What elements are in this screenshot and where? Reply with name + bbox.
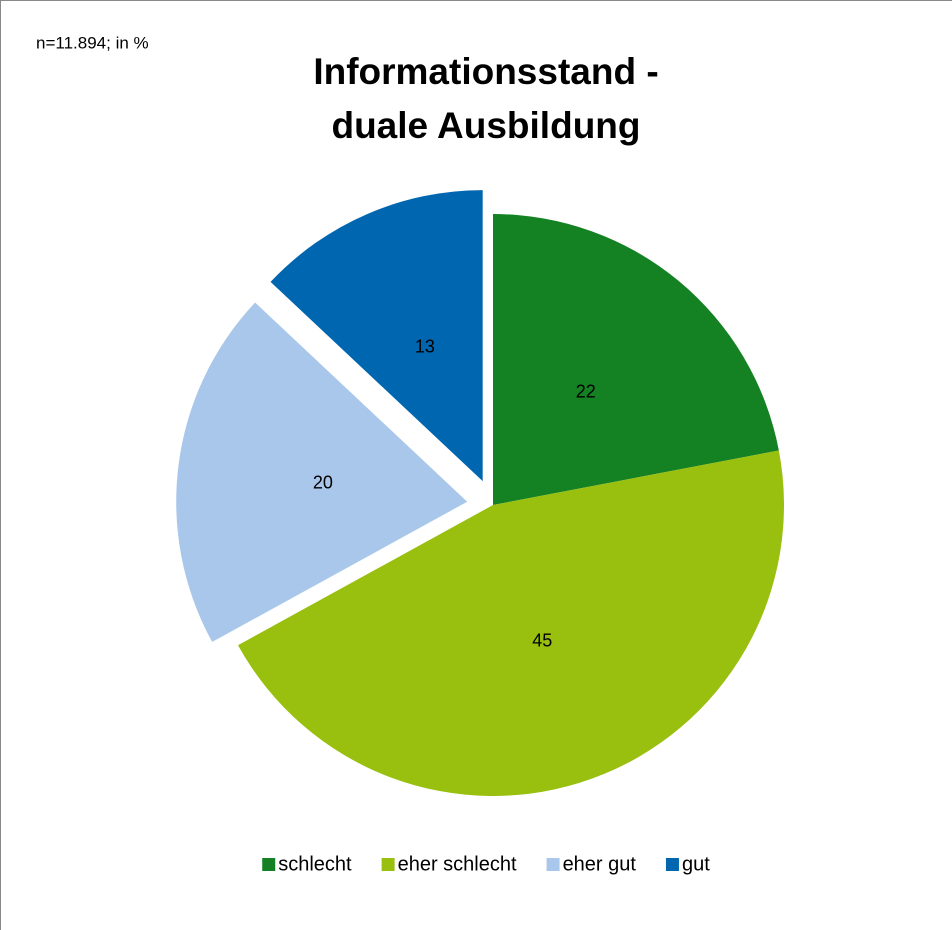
pie-slice [237, 450, 784, 796]
legend-swatch [262, 858, 276, 871]
legend-swatch [381, 858, 395, 871]
chart-subtitle: n=11.894; in % [36, 33, 149, 52]
chart-title: duale Ausbildung [331, 105, 640, 146]
legend-swatch [665, 858, 679, 871]
legend-label: gut [682, 853, 710, 875]
chart-title: Informationsstand - [313, 51, 658, 92]
legend-swatch [546, 858, 560, 871]
legend-label: schlecht [278, 853, 352, 875]
legend-label: eher schlecht [398, 853, 517, 875]
data-label: 20 [313, 472, 333, 492]
data-label: 22 [576, 382, 596, 402]
pie-slice [493, 214, 779, 505]
pie-slice [176, 302, 468, 642]
data-label: 13 [415, 336, 435, 356]
legend-label: eher gut [563, 853, 637, 875]
pie-slice [270, 190, 483, 482]
data-label: 45 [532, 631, 552, 651]
